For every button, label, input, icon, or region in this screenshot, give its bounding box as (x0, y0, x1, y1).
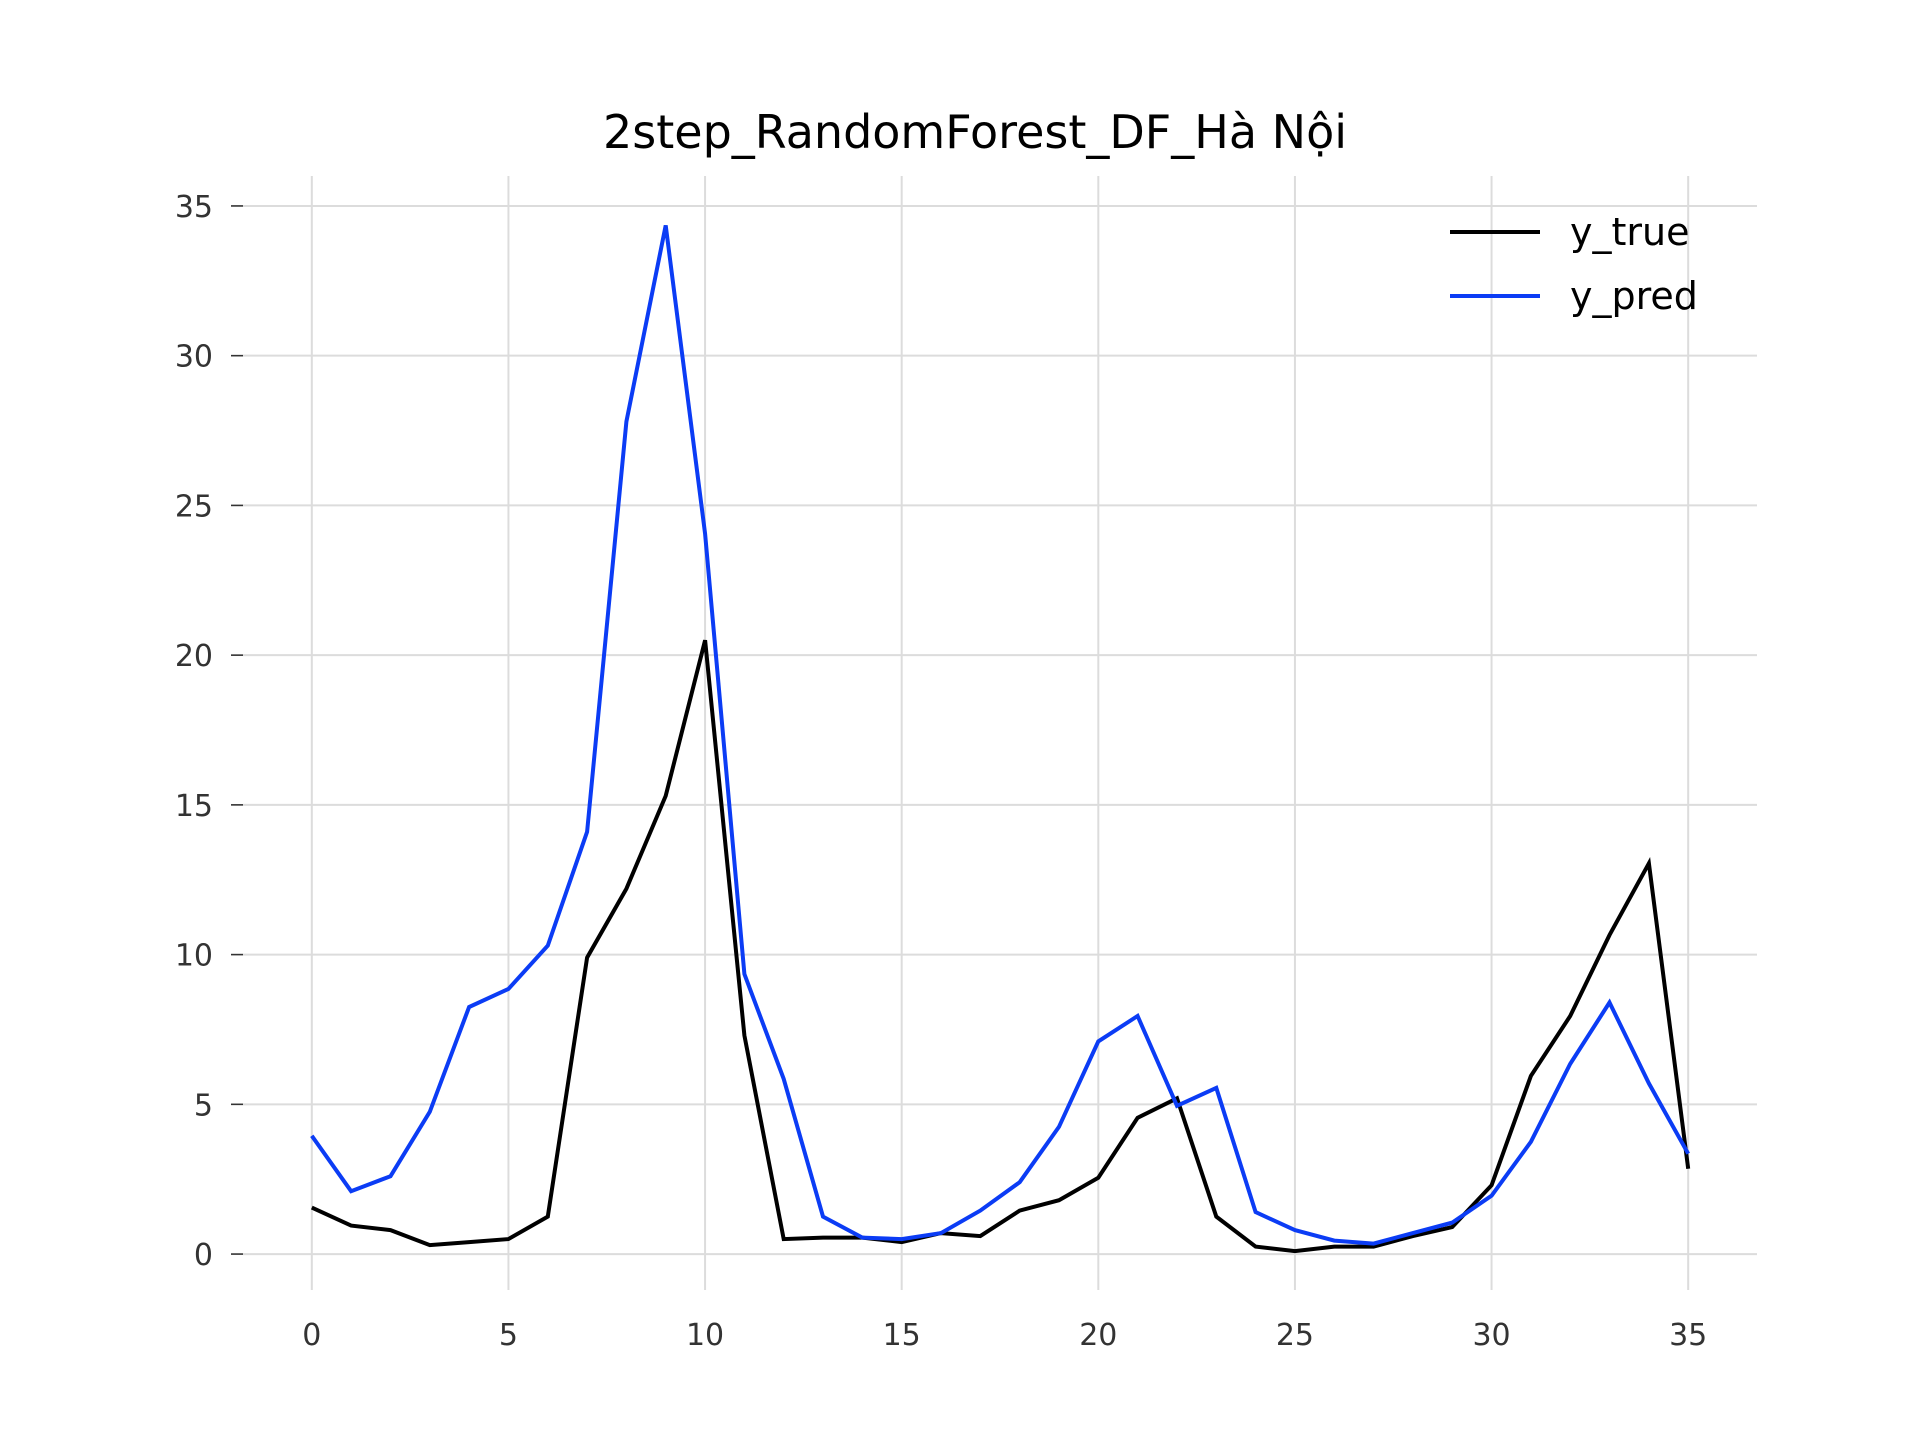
y-tick-label: 25 (175, 489, 213, 524)
y-tick-label: 15 (175, 789, 213, 824)
x-tick-label: 25 (1276, 1318, 1314, 1353)
x-tick-label: 35 (1669, 1318, 1707, 1353)
legend: y_true y_pred (1450, 210, 1698, 318)
x-tick-label: 0 (302, 1318, 321, 1353)
x-tick-label: 5 (499, 1318, 518, 1353)
y-tick-label: 10 (175, 939, 213, 974)
x-tick-label: 10 (686, 1318, 724, 1353)
x-tick-label: 15 (883, 1318, 921, 1353)
y-tick-label: 35 (175, 190, 213, 225)
series-line-y-pred (310, 225, 1690, 1246)
y-tick-label: 0 (194, 1238, 213, 1273)
y-tick-label: 5 (194, 1088, 213, 1123)
series-line-y-true (310, 639, 1691, 1254)
legend-label-y-true: y_true (1570, 210, 1689, 254)
legend-label-y-pred: y_pred (1570, 274, 1698, 318)
axis-ticks: 0 5 10 15 20 25 30 35 0 5 10 15 20 25 30 35 (175, 190, 1707, 1353)
x-tick-label: 30 (1472, 1318, 1510, 1353)
y-tick-label: 30 (175, 340, 213, 375)
chart-title: 2step_RandomForest_DF_Hà Nội (603, 105, 1347, 159)
grid-lines (243, 176, 1757, 1290)
y-tick-label: 20 (175, 639, 213, 674)
series-layer (310, 225, 1691, 1254)
x-tick-label: 20 (1079, 1318, 1117, 1353)
